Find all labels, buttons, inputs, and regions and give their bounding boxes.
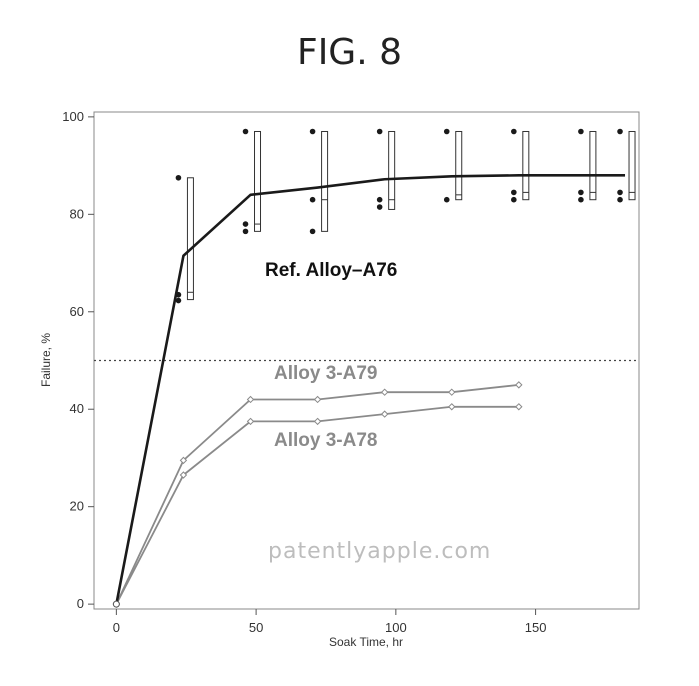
ref-alloy-data-point <box>578 189 584 196</box>
ref-alloy-data-point <box>376 128 383 135</box>
alloy-3-a79-marker <box>380 388 389 396</box>
alloy-3-a79-marker <box>313 395 322 404</box>
confidence-interval-box <box>321 130 329 232</box>
alloy-3-a78-marker <box>246 417 255 426</box>
y-tick-label: 20 <box>70 499 84 514</box>
confidence-interval-box <box>589 130 597 201</box>
ref-alloy-data-point <box>175 174 182 181</box>
watermark: patentlyapple.com <box>268 539 491 564</box>
ref-alloy-data-point <box>376 196 383 203</box>
x-tick-label: 0 <box>113 620 120 635</box>
x-axis-label: Soak Time, hr <box>329 635 403 649</box>
ref-alloy-a76-line <box>115 174 626 605</box>
alloy-3-a78-marker <box>179 471 188 479</box>
x-tick-label: 150 <box>525 620 547 635</box>
ref-alloy-data-point <box>309 196 316 203</box>
alloy-3-a79-marker <box>246 395 255 404</box>
ref-alloy-data-point <box>617 196 623 203</box>
origin-marker <box>112 600 120 608</box>
ref-alloy-data-point <box>443 196 450 203</box>
confidence-interval-box <box>628 130 636 201</box>
ref-alloy-data-point <box>242 228 249 235</box>
confidence-interval-box <box>254 130 262 232</box>
ref-alloy-data-point <box>511 196 517 203</box>
x-tick-label: 100 <box>385 620 407 635</box>
alloy-3-a78-marker <box>515 403 523 411</box>
ref-alloy-data-point <box>443 128 450 135</box>
ref-alloy-data-point <box>376 204 383 210</box>
x-tick-label: 50 <box>249 620 263 635</box>
alloy-3-a79-marker <box>515 381 523 389</box>
y-tick-label: 0 <box>77 596 84 611</box>
y-tick-label: 100 <box>62 109 84 124</box>
figure-title: FIG. 8 <box>296 32 402 73</box>
alloy-3-a78-marker <box>313 417 322 426</box>
ref-alloy-data-point <box>309 128 316 135</box>
confidence-interval-box <box>186 177 194 301</box>
confidence-interval-box <box>455 130 463 201</box>
ref-alloy-data-point <box>242 128 249 135</box>
ref-alloy-data-point <box>242 221 249 227</box>
alloy-3-a78-label: Alloy 3-A78 <box>274 430 377 451</box>
ref-alloy-data-point <box>578 196 584 203</box>
y-tick-label: 40 <box>70 401 84 416</box>
ref-alloy-data-point <box>175 297 182 304</box>
alloy-3-a78-marker <box>448 403 456 411</box>
confidence-interval-box <box>522 130 530 201</box>
alloy-3-a79-label: Alloy 3-A79 <box>274 363 377 384</box>
ref-alloy-data-point <box>511 189 517 196</box>
ref-alloy-data-point <box>617 189 623 196</box>
y-axis-label: Failure, % <box>39 333 53 387</box>
ref-alloy-data-point <box>511 128 517 135</box>
confidence-interval-box <box>388 130 396 210</box>
ref-alloy-data-point <box>309 228 316 235</box>
ref-alloy-data-point <box>617 128 623 135</box>
ref-alloy-data-point <box>578 128 584 135</box>
alloy-3-a79-marker <box>179 456 188 465</box>
y-tick-label: 80 <box>70 206 84 221</box>
alloy-3-a79-marker <box>448 388 456 396</box>
alloy-3-a78-marker <box>380 410 389 418</box>
y-tick-label: 60 <box>70 304 84 319</box>
ref-alloy-label: Ref. Alloy–A76 <box>265 260 397 281</box>
